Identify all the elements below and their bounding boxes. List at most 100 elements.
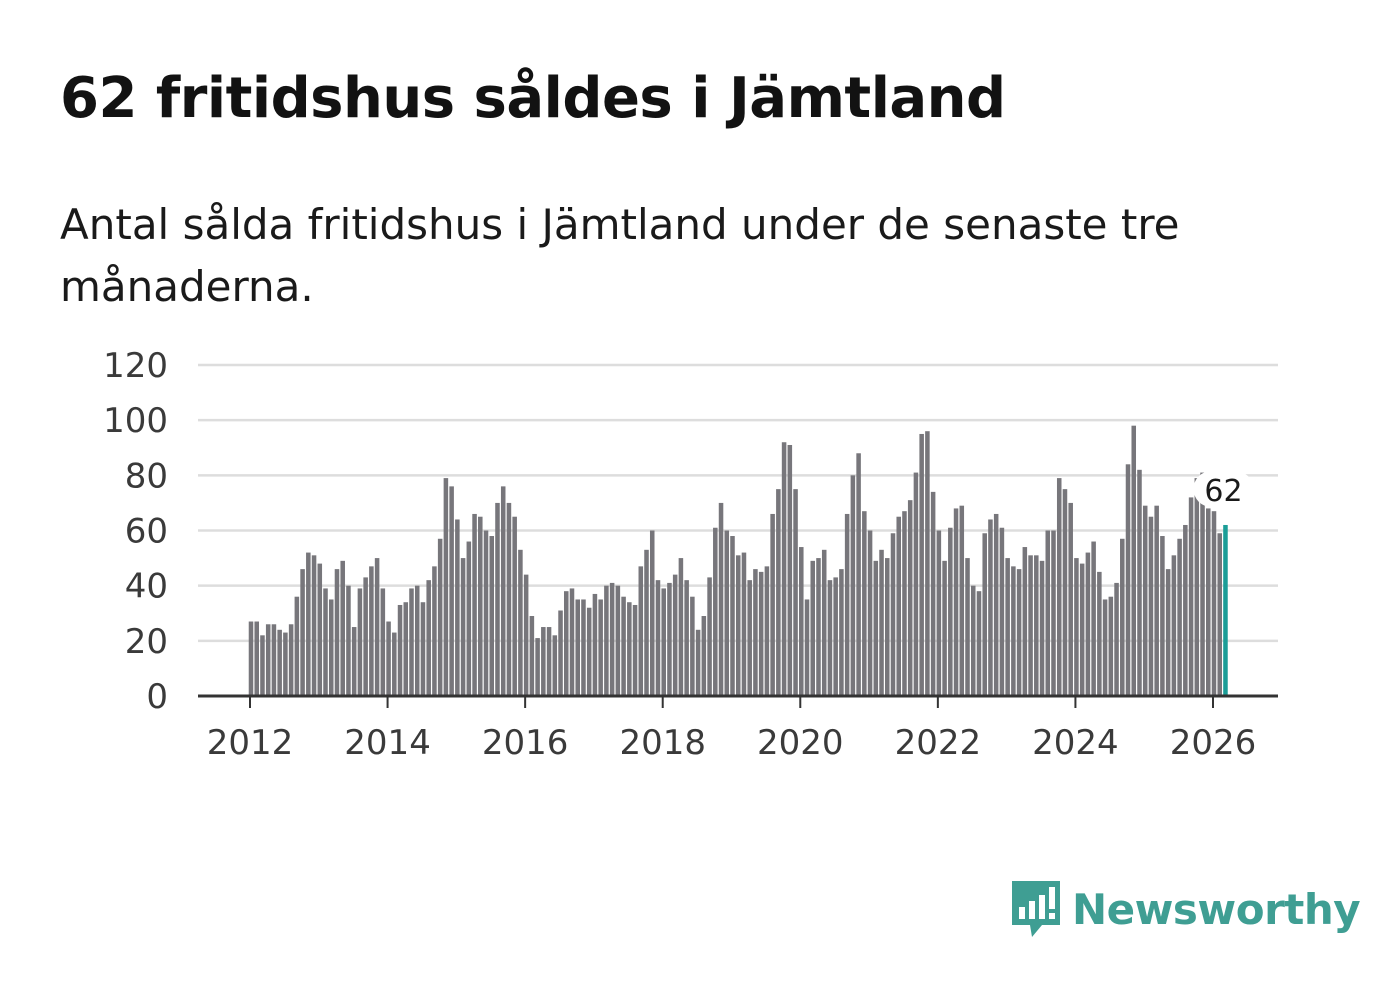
newsworthy-logo-icon [1012, 881, 1060, 937]
bar [844, 513, 850, 696]
bar [609, 582, 615, 696]
bar [965, 558, 970, 696]
y-axis-labels: 0 20 40 60 80 100 120 [103, 346, 168, 717]
bar [598, 599, 603, 696]
x-tick-label: 2026 [1170, 723, 1257, 763]
bar [988, 519, 993, 696]
bar [850, 475, 856, 696]
bar [294, 596, 300, 696]
bar [999, 527, 1005, 696]
x-tick-label: 2020 [757, 723, 844, 763]
bar [724, 530, 730, 696]
bar [919, 433, 924, 696]
bar [575, 599, 580, 696]
chart-subtitle: Antal sålda fritidshus i Jämtland under … [60, 200, 1180, 311]
bar [478, 516, 483, 696]
bar [959, 505, 965, 696]
bar [1022, 547, 1028, 696]
bar [1085, 552, 1091, 696]
bar [535, 638, 540, 696]
bar [254, 621, 259, 696]
annotation-background [1193, 470, 1254, 507]
bar [776, 489, 781, 697]
chart-title: 62 fritidshus såldes i Jämtland [60, 66, 1006, 131]
bar [1005, 558, 1010, 696]
bar [1034, 555, 1039, 696]
bar-highlight [1223, 524, 1228, 696]
bar [793, 489, 798, 697]
bar [764, 566, 770, 696]
bar [409, 588, 414, 696]
annotation: 62 [1193, 470, 1254, 509]
bar [472, 513, 477, 696]
x-tick-label: 2018 [619, 723, 706, 763]
bar [1091, 541, 1096, 696]
bar [1079, 563, 1085, 696]
y-tick-label: 40 [125, 567, 168, 607]
bar-series [248, 425, 1228, 697]
bar [1171, 555, 1177, 696]
bar [271, 624, 277, 696]
bar [953, 508, 959, 696]
bar [684, 580, 689, 696]
bar [334, 569, 340, 696]
bar [1200, 472, 1205, 696]
bar [506, 502, 512, 696]
bar [1120, 538, 1125, 696]
bar [346, 585, 351, 696]
bar [1206, 508, 1211, 696]
bar [1177, 538, 1182, 696]
y-tick-label: 60 [125, 512, 168, 552]
bar [1028, 555, 1033, 696]
bar [1039, 560, 1045, 696]
bar [678, 558, 684, 696]
bar [1045, 530, 1051, 696]
bar [564, 591, 569, 696]
bar [856, 453, 861, 696]
bar [1062, 489, 1068, 697]
bar [781, 442, 787, 696]
bar [466, 541, 472, 696]
bar [523, 574, 529, 696]
x-tick-label: 2012 [207, 723, 294, 763]
bar [799, 547, 804, 696]
bar [862, 511, 867, 696]
y-tick-label: 0 [146, 677, 168, 717]
bar [386, 621, 391, 696]
bar [403, 602, 409, 696]
x-axis: 2012 2014 2016 2018 2020 2022 2024 2026 [198, 694, 1278, 763]
bar [300, 569, 305, 696]
bar [283, 632, 288, 696]
bar [483, 530, 489, 696]
bar [839, 569, 844, 696]
bar [369, 566, 374, 696]
bar [1165, 569, 1171, 696]
bar [443, 478, 449, 696]
bar [1074, 558, 1079, 696]
newsworthy-logo: Newsworthy [1010, 878, 1361, 940]
bar [896, 516, 901, 696]
bar [627, 602, 632, 696]
bar [495, 502, 500, 696]
bar [873, 560, 879, 696]
bar [311, 555, 317, 696]
bar [328, 599, 334, 696]
bar [260, 635, 265, 696]
bar [489, 536, 495, 696]
y-tick-label: 20 [125, 622, 168, 662]
bar [340, 560, 345, 696]
bar [833, 577, 838, 696]
bar [644, 549, 649, 696]
bar [317, 563, 323, 696]
bar [770, 513, 775, 696]
bar [592, 593, 598, 696]
brand-name: Newsworthy [1072, 884, 1361, 934]
bar [1056, 478, 1062, 696]
bar [821, 549, 827, 696]
x-tick-label: 2014 [344, 723, 431, 763]
bar [500, 486, 506, 696]
bar [397, 604, 403, 696]
bar [655, 580, 661, 696]
bar [621, 596, 626, 696]
bar [248, 621, 254, 696]
